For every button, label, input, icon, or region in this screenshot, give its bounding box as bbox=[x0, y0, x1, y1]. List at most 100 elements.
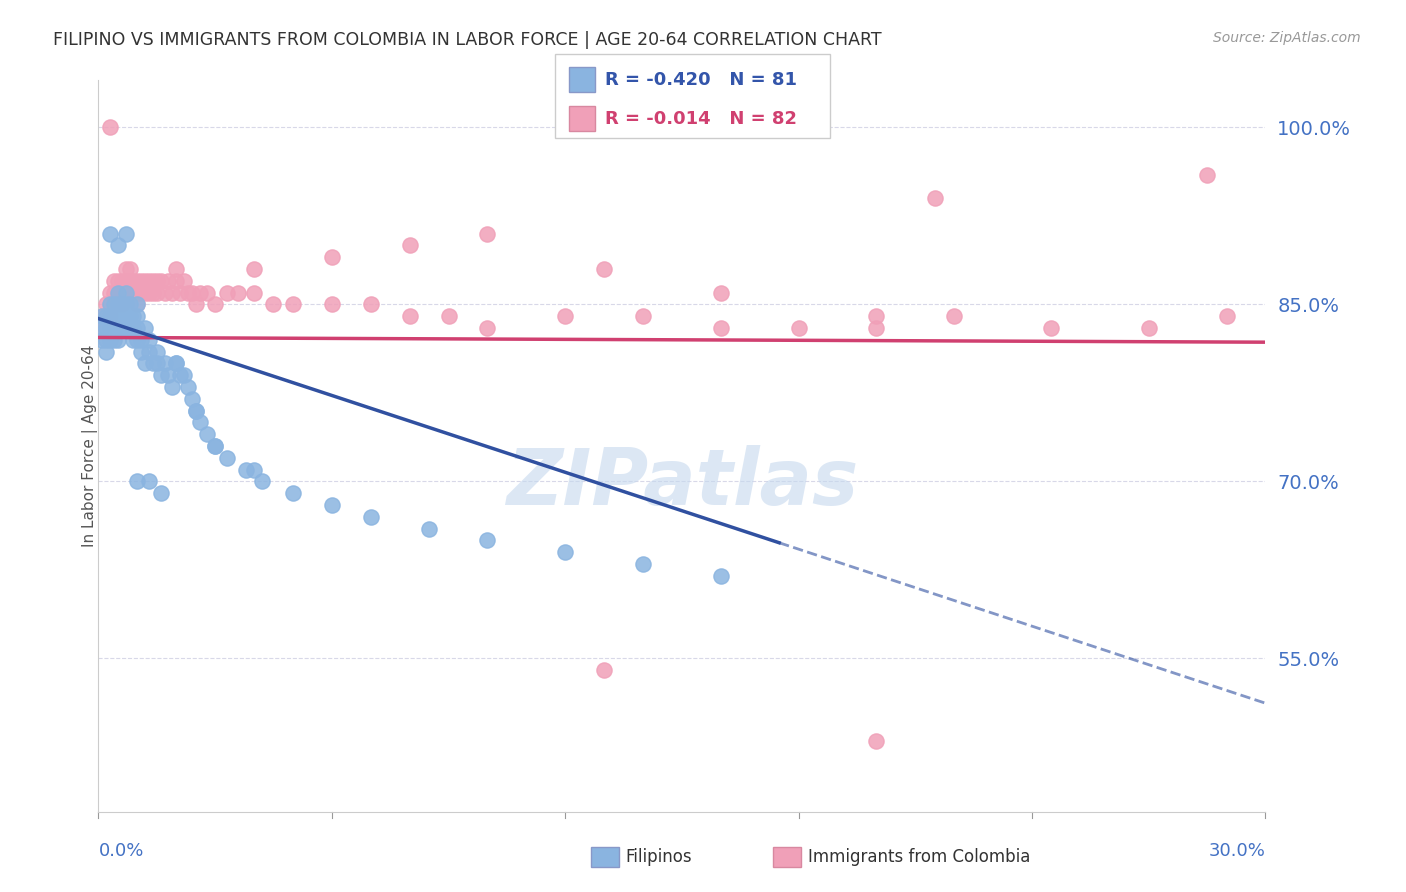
Point bbox=[138, 475, 160, 489]
Point bbox=[146, 344, 169, 359]
Point bbox=[98, 120, 121, 135]
Point bbox=[127, 297, 149, 311]
Point bbox=[118, 262, 141, 277]
Point bbox=[631, 310, 654, 324]
Point bbox=[710, 285, 733, 300]
Y-axis label: In Labor Force | Age 20-64: In Labor Force | Age 20-64 bbox=[82, 345, 98, 547]
Point bbox=[710, 321, 733, 335]
Point bbox=[96, 297, 118, 311]
Point bbox=[184, 403, 207, 417]
Point bbox=[111, 285, 134, 300]
Point bbox=[103, 297, 125, 311]
Point bbox=[710, 568, 733, 582]
Point bbox=[142, 356, 165, 370]
Point bbox=[157, 274, 180, 288]
Point bbox=[177, 285, 200, 300]
Text: R = -0.014   N = 82: R = -0.014 N = 82 bbox=[605, 110, 797, 128]
Point bbox=[477, 533, 499, 548]
Point bbox=[91, 310, 114, 324]
Point bbox=[177, 380, 200, 394]
Point bbox=[98, 297, 121, 311]
Point bbox=[924, 191, 946, 205]
Point bbox=[127, 475, 149, 489]
Point bbox=[98, 310, 121, 324]
Point bbox=[262, 297, 284, 311]
Point bbox=[787, 321, 810, 335]
Point bbox=[228, 285, 250, 300]
Point bbox=[114, 297, 136, 311]
Point bbox=[149, 274, 172, 288]
Point bbox=[91, 310, 114, 324]
Point bbox=[142, 274, 165, 288]
Point bbox=[134, 274, 156, 288]
Point bbox=[98, 227, 121, 241]
Point bbox=[98, 321, 121, 335]
Point bbox=[107, 297, 129, 311]
Point bbox=[134, 356, 156, 370]
Point bbox=[127, 297, 149, 311]
Point bbox=[215, 285, 238, 300]
Point bbox=[107, 238, 129, 252]
Point bbox=[865, 310, 887, 324]
Point bbox=[437, 310, 460, 324]
Point bbox=[250, 475, 273, 489]
Point bbox=[204, 439, 226, 453]
Point bbox=[398, 310, 420, 324]
Point bbox=[96, 333, 118, 347]
Point bbox=[360, 297, 382, 311]
Point bbox=[157, 368, 180, 383]
Point bbox=[1195, 168, 1218, 182]
Point bbox=[96, 310, 118, 324]
Point bbox=[129, 333, 152, 347]
Point bbox=[107, 333, 129, 347]
Point bbox=[114, 274, 136, 288]
Point bbox=[146, 285, 169, 300]
Point bbox=[96, 344, 118, 359]
Point bbox=[146, 356, 169, 370]
Text: Source: ZipAtlas.com: Source: ZipAtlas.com bbox=[1213, 31, 1361, 45]
Point bbox=[1215, 310, 1237, 324]
Point bbox=[1137, 321, 1160, 335]
Point bbox=[118, 310, 141, 324]
Point bbox=[204, 439, 226, 453]
Point bbox=[138, 274, 160, 288]
Point bbox=[111, 310, 134, 324]
Point bbox=[114, 262, 136, 277]
Point bbox=[146, 274, 169, 288]
Point bbox=[91, 333, 114, 347]
Point bbox=[477, 321, 499, 335]
Point bbox=[173, 368, 195, 383]
Point bbox=[111, 274, 134, 288]
Point bbox=[98, 297, 121, 311]
Point bbox=[243, 262, 266, 277]
Point bbox=[554, 545, 576, 559]
Point bbox=[122, 310, 145, 324]
Text: 30.0%: 30.0% bbox=[1209, 842, 1265, 860]
Point bbox=[554, 310, 576, 324]
Point bbox=[91, 321, 114, 335]
Point bbox=[138, 285, 160, 300]
Point bbox=[188, 285, 211, 300]
Point bbox=[184, 297, 207, 311]
Point bbox=[118, 285, 141, 300]
Point bbox=[162, 285, 184, 300]
Point bbox=[96, 310, 118, 324]
Point bbox=[477, 227, 499, 241]
Point bbox=[169, 368, 191, 383]
Point bbox=[122, 321, 145, 335]
Point bbox=[107, 310, 129, 324]
Point bbox=[122, 285, 145, 300]
Point bbox=[243, 462, 266, 476]
Point bbox=[204, 297, 226, 311]
Point bbox=[129, 344, 152, 359]
Point bbox=[118, 321, 141, 335]
Text: Immigrants from Colombia: Immigrants from Colombia bbox=[808, 848, 1031, 866]
Point bbox=[153, 356, 176, 370]
Point bbox=[107, 285, 129, 300]
Point bbox=[122, 274, 145, 288]
Point bbox=[142, 285, 165, 300]
Point bbox=[188, 416, 211, 430]
Point bbox=[418, 522, 440, 536]
Point bbox=[134, 285, 156, 300]
Text: R = -0.420   N = 81: R = -0.420 N = 81 bbox=[605, 70, 797, 88]
